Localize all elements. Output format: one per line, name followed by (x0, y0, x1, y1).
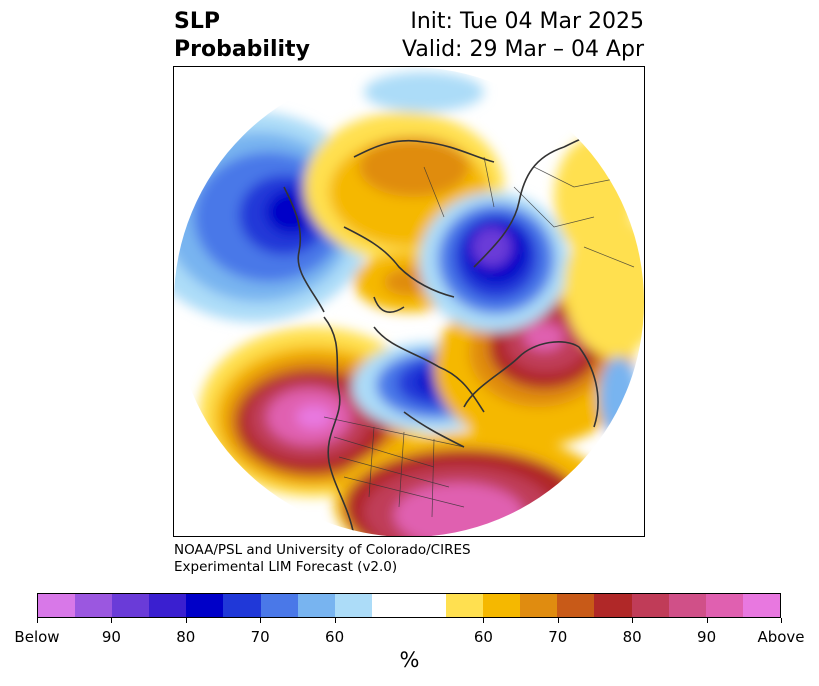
credit-line-1: NOAA/PSL and University of Colorado/CIRE… (174, 542, 471, 559)
credit-line-2: Experimental LIM Forecast (v2.0) (174, 559, 471, 576)
colorbar-segment (223, 594, 260, 617)
colorbar-segment (557, 594, 594, 617)
map-title: SLP Probability (174, 8, 310, 64)
title-line-2: Probability (174, 36, 310, 64)
colorbar-segment (149, 594, 186, 617)
colorbar-tick-labels: Below 90 80 70 60 60 70 80 90 Above (0, 628, 819, 648)
colorbar-tick-label: 70 (251, 628, 270, 646)
colorbar-segment (520, 594, 557, 617)
init-date: Init: Tue 04 Mar 2025 (402, 8, 644, 36)
colorbar-tick-mark (260, 618, 261, 623)
colorbar-tick-label: 60 (325, 628, 344, 646)
colorbar-tick-mark (335, 618, 336, 623)
forecast-dates: Init: Tue 04 Mar 2025 Valid: 29 Mar – 04… (402, 8, 644, 64)
colorbar-segment (594, 594, 631, 617)
colorbar-segment (669, 594, 706, 617)
colorbar-tick-label: 80 (623, 628, 642, 646)
colorbar-segment (446, 594, 483, 617)
colorbar-tick-mark (186, 618, 187, 623)
colorbar-segment (632, 594, 669, 617)
credit-text: NOAA/PSL and University of Colorado/CIRE… (174, 542, 471, 576)
colorbar-segment (743, 594, 780, 617)
colorbar-tick-mark (483, 618, 484, 623)
polar-map (174, 67, 644, 536)
colorbar-tick-label: 80 (176, 628, 195, 646)
colorbar-segment (261, 594, 298, 617)
colorbar-tick-mark (37, 618, 38, 623)
colorbar-tick-label: 70 (548, 628, 567, 646)
colorbar-segment (372, 594, 409, 617)
colorbar-segment (335, 594, 372, 617)
map-panel (173, 66, 645, 537)
colorbar-segment (706, 594, 743, 617)
colorbar-tick-mark (781, 618, 782, 623)
colorbar-label: % (0, 648, 819, 672)
colorbar-segment (75, 594, 112, 617)
colorbar-tick-mark (707, 618, 708, 623)
colorbar-tick-label: Below (14, 628, 59, 646)
colorbar-segment (483, 594, 520, 617)
valid-dates: Valid: 29 Mar – 04 Apr (402, 36, 644, 64)
colorbar-segment (186, 594, 223, 617)
colorbar-segment (112, 594, 149, 617)
colorbar-segment (298, 594, 335, 617)
colorbar-tick-mark (111, 618, 112, 623)
colorbar-tick-label: 90 (102, 628, 121, 646)
colorbar-tick-label: 60 (474, 628, 493, 646)
title-line-1: SLP (174, 8, 310, 36)
colorbar-tick-label: 90 (697, 628, 716, 646)
colorbar-segment (38, 594, 75, 617)
colorbar (37, 593, 781, 618)
colorbar-tick-mark (558, 618, 559, 623)
colorbar-segment (409, 594, 446, 617)
colorbar-tick-mark (632, 618, 633, 623)
colorbar-tick-label: Above (757, 628, 804, 646)
